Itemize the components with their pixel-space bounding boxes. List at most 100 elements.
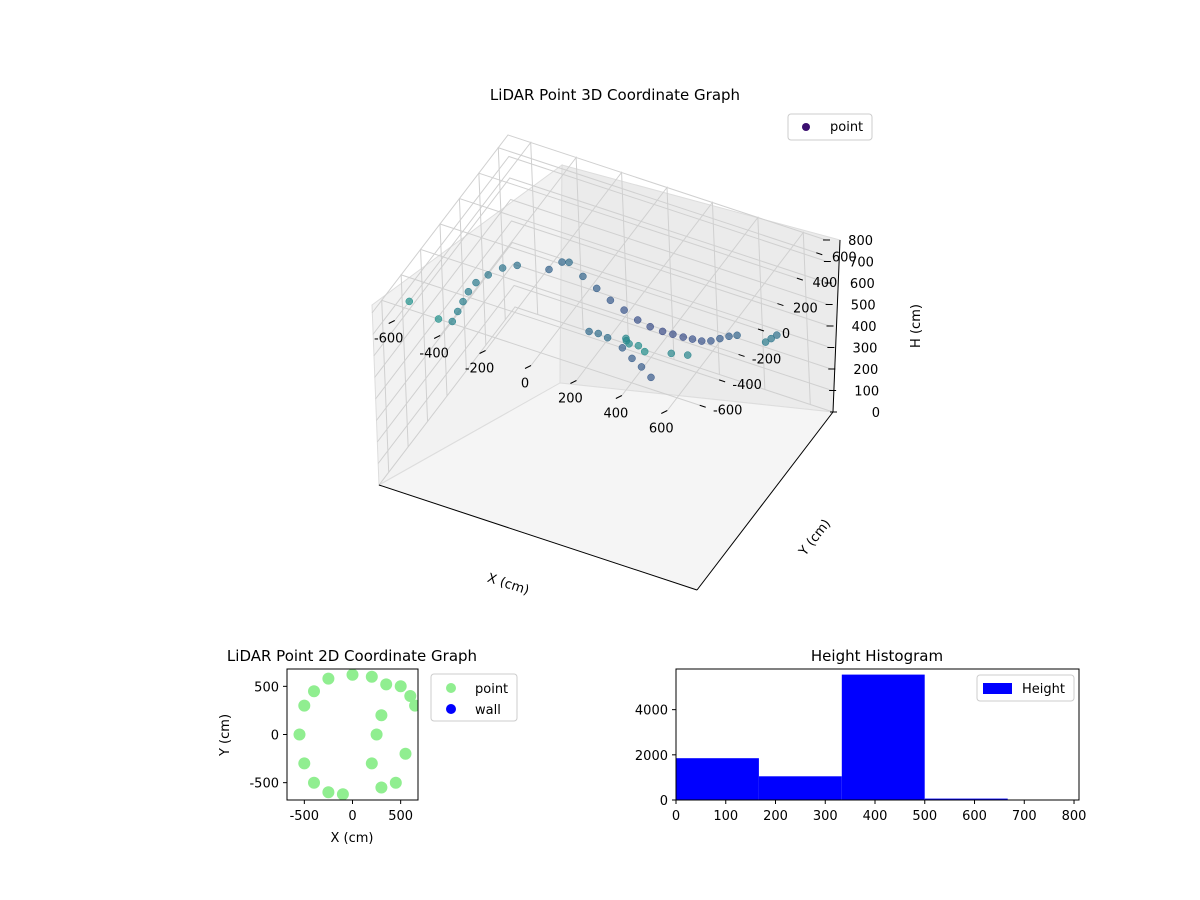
grid-line-3d: [373, 177, 828, 357]
plot-3d-legend-label: point: [830, 120, 863, 135]
scatter-point-3d: [683, 351, 692, 359]
histogram-legend: Height: [976, 674, 1075, 702]
scatter-point-3d: [707, 337, 715, 345]
y-tick-label-3d: 600: [832, 251, 857, 266]
z-tick-label-3d: 0: [872, 406, 880, 421]
plot-3d-legend: point: [787, 113, 873, 141]
plot-3d-z-axis-line: [832, 239, 841, 413]
scatter-point-3d: [647, 373, 655, 382]
scatter-point-2d: [346, 669, 359, 681]
histogram-legend-marker: [983, 683, 1012, 694]
scatter-point-3d: [453, 307, 462, 316]
scatter-point-2d: [298, 699, 311, 712]
x-tick-label-2d: -500: [290, 809, 320, 824]
z-tick-label-3d: 400: [852, 320, 877, 335]
grid-line-3d: [378, 306, 834, 486]
scatter-point-3d: [603, 333, 612, 342]
scatter-point-3d: [594, 329, 603, 338]
grid-line-3d: [376, 263, 832, 443]
x-tick-label-hist: 100: [713, 809, 738, 824]
x-tick-3d: [524, 365, 532, 369]
histogram-bars: [676, 674, 1008, 800]
plot-3d-legend-marker: [802, 123, 810, 131]
plot-3d-legend-box: [787, 113, 873, 141]
histogram-ticks: 0 100 200 300 400 500 600 700 800 0 2000 4000: [635, 704, 1087, 824]
scatter-point-3d: [761, 338, 770, 346]
scatter-point-3d: [618, 344, 627, 352]
y-tick-label-hist: 0: [660, 794, 668, 809]
scatter-point-3d: [405, 297, 414, 306]
histogram-bar: [841, 674, 925, 800]
scatter-point-3d: [733, 331, 741, 340]
x-tick-label-hist: 800: [1062, 809, 1087, 824]
plot-2d-legend-marker-point: [446, 683, 456, 693]
scatter-point-3d: [697, 337, 706, 345]
scatter-point-2d: [409, 699, 418, 712]
x-tick-label-2d: 0: [348, 809, 356, 824]
plot-3d-z-label: H (cm): [909, 304, 924, 348]
scatter-point-3d: [464, 287, 473, 296]
histogram-bar: [676, 758, 759, 800]
histogram-frame: [675, 668, 1080, 801]
scatter-point-3d: [565, 258, 573, 267]
x-tick-label-hist: 400: [863, 809, 888, 824]
y-tick-3d: [718, 379, 726, 383]
plot-2d-points: [293, 669, 418, 800]
scatter-point-3d: [459, 297, 467, 306]
plot-2d: LiDAR Point 2D Coordinate Graph -500 0 500…: [218, 647, 518, 846]
x-tick-label-hist: 600: [962, 809, 987, 824]
x-tick-label-hist: 500: [912, 809, 937, 824]
plot-2d-legend-label-wall: wall: [475, 703, 501, 718]
plot-2d-ticks: -500 0 500 -500 0 500: [249, 680, 413, 824]
plot-3d-title: LiDAR Point 3D Coordinate Graph: [490, 86, 740, 104]
x-tick-3d: [615, 395, 623, 399]
plot-2d-y-label: Y (cm): [218, 714, 233, 757]
scatter-point-3d: [640, 347, 649, 356]
y-tick-label-hist: 2000: [635, 749, 668, 764]
y-tick-3d: [738, 353, 745, 357]
histogram-title: Height Histogram: [811, 647, 943, 665]
x-tick-label-2d: 500: [388, 809, 413, 824]
histogram-legend-label: Height: [1022, 682, 1065, 697]
scatter-point-3d: [725, 332, 733, 341]
scatter-point-2d: [380, 678, 393, 691]
x-tick-3d: [570, 380, 577, 384]
plot-3d-right-pane: [559, 164, 841, 413]
x-tick-label-hist: 0: [672, 809, 680, 824]
scatter-point-3d: [513, 261, 521, 270]
x-tick-label-3d: -400: [419, 347, 449, 362]
z-tick-label-3d: 800: [848, 234, 873, 249]
scatter-point-3d: [669, 330, 677, 338]
y-tick-3d: [796, 277, 804, 281]
plot-3d-y-label: Y (cm): [796, 517, 834, 560]
scatter-point-3d: [646, 322, 654, 331]
scatter-point-3d: [679, 333, 687, 341]
z-tick-label-3d: 200: [853, 363, 878, 378]
grid-line-3d: [375, 241, 831, 421]
scatter-point-2d: [308, 776, 320, 789]
y-tick-label-3d: 0: [782, 327, 790, 342]
scatter-point-2d: [365, 670, 378, 683]
grid-line-3d: [375, 220, 830, 400]
scatter-point-2d: [308, 685, 320, 698]
scatter-point-2d: [404, 690, 417, 702]
scatter-point-2d: [298, 757, 311, 770]
scatter-point-3d: [545, 265, 553, 274]
y-tick-label-3d: -400: [732, 378, 762, 393]
y-tick-3d: [816, 252, 823, 256]
scatter-point-3d: [628, 354, 636, 363]
z-tick-label-3d: 700: [849, 256, 874, 271]
y-tick-label-hist: 4000: [635, 704, 668, 719]
scatter-point-2d: [399, 747, 412, 760]
scatter-point-3d: [620, 306, 628, 314]
scatter-point-2d: [365, 757, 378, 770]
scatter-point-3d: [773, 331, 781, 339]
z-tick-label-3d: 500: [851, 299, 876, 314]
scatter-point-3d: [667, 349, 676, 358]
scatter-point-3d: [585, 327, 593, 336]
scatter-point-3d: [625, 340, 633, 348]
scatter-point-3d: [606, 296, 615, 305]
scatter-point-2d: [375, 781, 388, 794]
